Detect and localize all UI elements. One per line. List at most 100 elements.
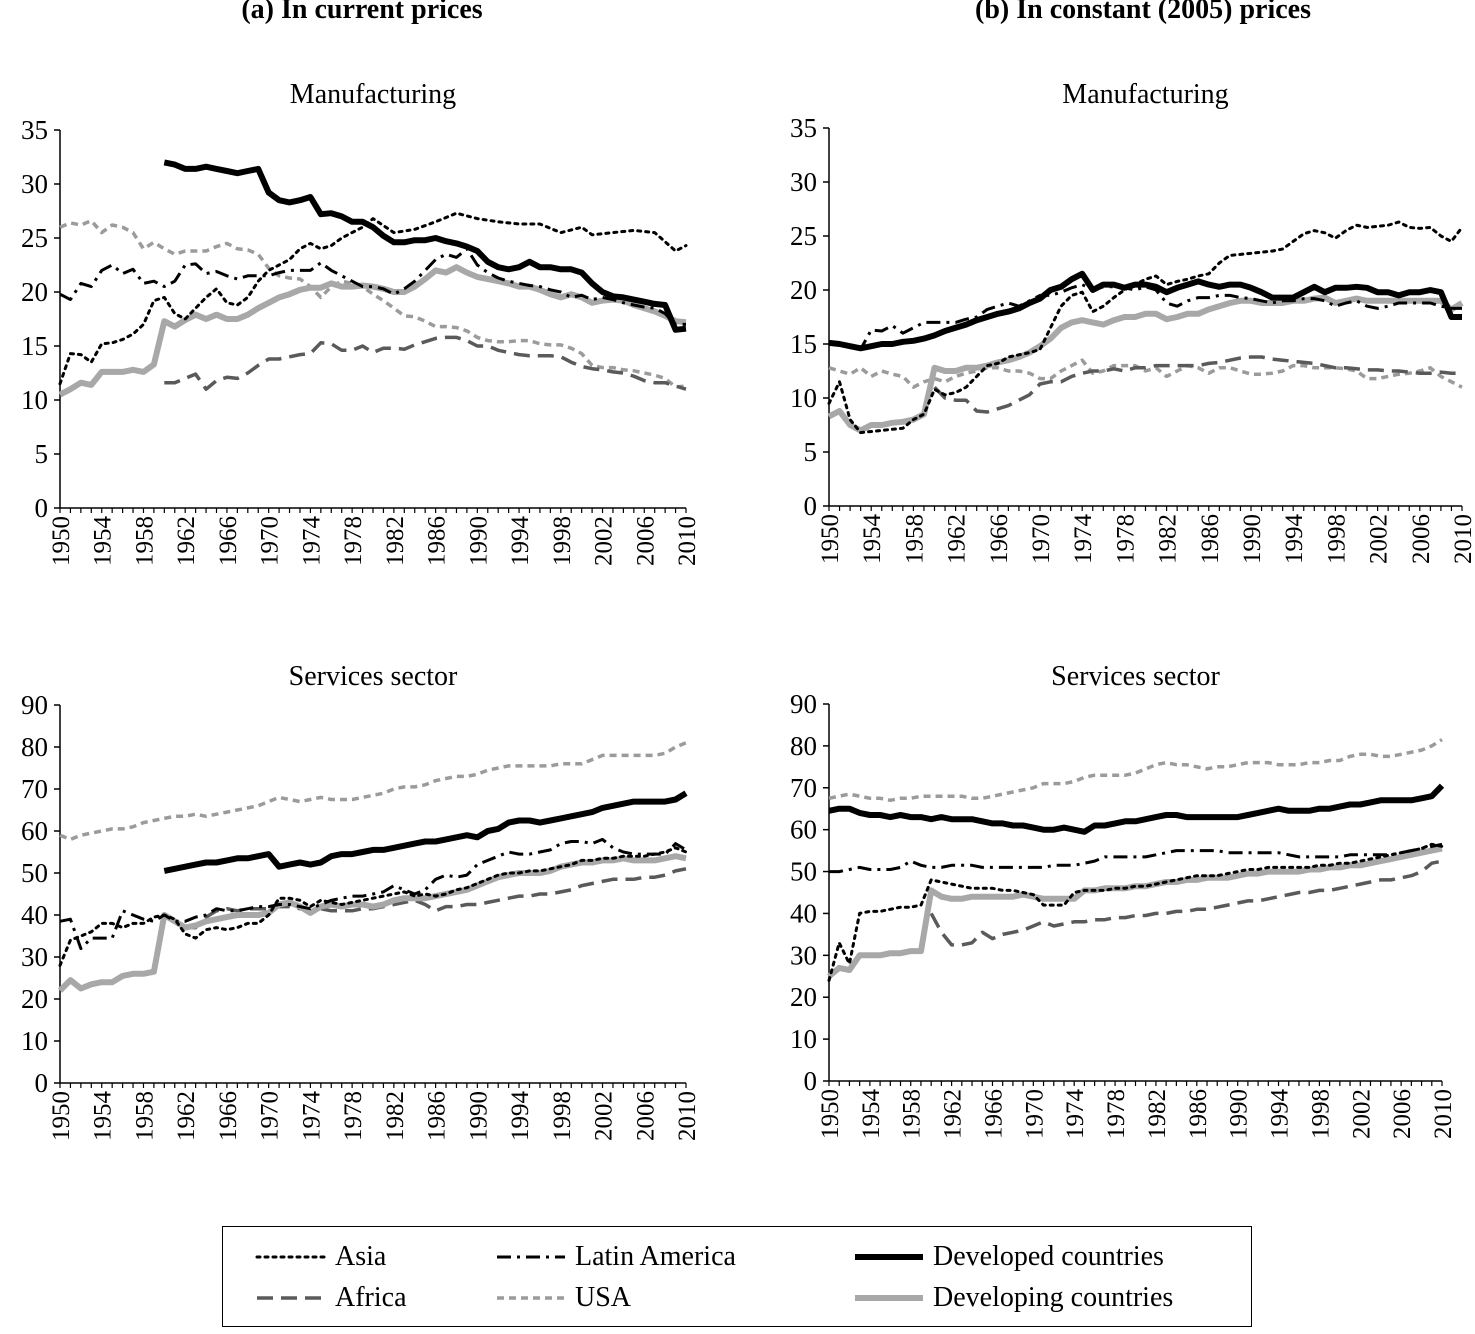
y-tick-label: 20: [790, 275, 817, 305]
x-tick-label: 1994: [507, 1091, 534, 1142]
y-tick-label: 10: [21, 1026, 48, 1056]
x-tick-label: 1962: [944, 514, 971, 564]
y-tick-label: 90: [21, 690, 48, 720]
x-tick-label: 1954: [858, 1089, 885, 1140]
x-tick-label: 1974: [1070, 514, 1097, 565]
y-tick-label: 0: [804, 491, 818, 521]
x-tick-label: 1994: [1281, 514, 1308, 565]
legend-item-asia: Asia: [255, 1237, 386, 1277]
charts-canvas: Manufacturing 0 5 10 15 20 25 30 35 1950 1954 1958 1…: [21, 79, 1475, 1141]
y-tick-label: 80: [21, 732, 48, 762]
x-tick-label: 2006: [1389, 1089, 1416, 1139]
series-line-developed-countries: [828, 270, 1462, 352]
x-tick-label: 2006: [1408, 514, 1435, 564]
x-tick-label: 1962: [173, 516, 200, 566]
x-tick-label: 1954: [90, 1091, 117, 1142]
legend-swatch-usa: [497, 1296, 565, 1300]
y-tick-label: 20: [790, 982, 817, 1012]
x-tick-label: 2002: [591, 1091, 618, 1141]
y-tick-label: 0: [35, 493, 49, 523]
x-tick-label: 2006: [632, 1091, 659, 1141]
x-tick-label: 1954: [90, 516, 117, 567]
legend-swatch-latin-america: [497, 1255, 565, 1259]
x-tick-label: 1970: [1028, 514, 1055, 564]
y-tick-label: 10: [790, 383, 817, 413]
x-tick-label: 1978: [340, 1091, 367, 1141]
series-line-developed-countries: [163, 790, 688, 874]
panel-title: Manufacturing: [1062, 79, 1228, 110]
panel-b-manufacturing: Manufacturing 0 5 10 15 20 25 30 35 1950 1954 1958 1…: [790, 79, 1475, 564]
x-tick-label: 1962: [940, 1089, 967, 1139]
x-tick-label: 1990: [1226, 1089, 1253, 1139]
series-line-africa: [164, 335, 687, 391]
panel-title: Services sector: [1051, 661, 1220, 692]
legend-label-africa: Africa: [335, 1282, 407, 1313]
x-tick-label: 2002: [1348, 1089, 1375, 1139]
y-tick-label: 10: [21, 385, 48, 415]
x-tick-label: 1986: [424, 1091, 451, 1141]
column-title-a: (a) In current prices: [241, 0, 483, 25]
y-tick-label: 50: [790, 857, 817, 887]
series-line-usa: [59, 741, 687, 842]
x-tick-label: 1950: [48, 1091, 75, 1141]
series-line-latin-america: [59, 247, 686, 326]
legend-swatch-asia: [255, 1255, 327, 1259]
x-tick-label: 2006: [632, 516, 659, 566]
y-tick-label: 5: [804, 437, 818, 467]
panel-title: Services sector: [289, 661, 458, 692]
series-line-usa: [59, 218, 687, 389]
x-tick-label: 1958: [901, 514, 928, 564]
x-tick-label: 1974: [298, 1091, 325, 1142]
y-tick-label: 80: [790, 731, 817, 761]
series-line-latin-america: [829, 842, 1443, 874]
series-line-latin-america: [829, 283, 1462, 351]
x-tick-label: 1990: [465, 516, 492, 566]
x-tick-label: 1974: [1062, 1089, 1089, 1140]
series-line-asia: [827, 220, 1464, 435]
legend-label-usa: USA: [575, 1282, 632, 1313]
legend: Asia Latin America Developed countries A…: [222, 1226, 1252, 1327]
x-tick-label: 2002: [591, 516, 618, 566]
x-tick-label: 1974: [298, 516, 325, 567]
x-tick-label: 1954: [859, 514, 886, 565]
legend-swatch-developed-countries: [855, 1254, 923, 1260]
y-tick-label: 40: [790, 898, 817, 928]
series-line-usa: [828, 738, 1443, 803]
series-line-africa: [933, 355, 1462, 414]
series-line-asia: [58, 846, 688, 967]
x-tick-label: 1970: [1021, 1089, 1048, 1139]
legend-item-africa: Africa: [255, 1278, 407, 1318]
x-tick-label: 1958: [131, 1091, 158, 1141]
y-tick-label: 35: [21, 115, 48, 145]
x-tick-label: 1966: [986, 514, 1013, 564]
legend-label-developed-countries: Developed countries: [933, 1241, 1164, 1272]
y-tick-label: 50: [21, 858, 48, 888]
legend-label-latin-america: Latin America: [575, 1241, 736, 1272]
x-tick-label: 1994: [1267, 1089, 1294, 1140]
series-line-developing-countries: [827, 845, 1443, 979]
series-line-usa: [828, 358, 1463, 389]
y-tick-label: 10: [790, 1024, 817, 1054]
panel-title: Manufacturing: [290, 79, 456, 110]
legend-swatch-developing-countries: [855, 1295, 923, 1301]
legend-item-developing-countries: Developing countries: [853, 1278, 1173, 1318]
x-tick-label: 1950: [817, 514, 844, 564]
x-tick-label: 1962: [173, 1091, 200, 1141]
series-line-africa: [929, 859, 1443, 947]
series-line-latin-america: [59, 837, 687, 951]
x-tick-label: 1990: [465, 1091, 492, 1141]
x-tick-label: 1970: [257, 516, 284, 566]
y-tick-label: 30: [790, 940, 817, 970]
panel-a-services: Services sector 0 10 20 30 40 50 60 70 80 90 1950 19…: [21, 661, 701, 1141]
y-tick-label: 25: [21, 223, 48, 253]
x-tick-label: 1986: [1197, 514, 1224, 564]
y-tick-label: 0: [35, 1068, 49, 1098]
y-tick-label: 20: [21, 984, 48, 1014]
x-tick-label: 1998: [549, 1091, 576, 1141]
x-tick-label: 1994: [507, 516, 534, 567]
x-tick-label: 2002: [1366, 514, 1393, 564]
y-tick-label: 40: [21, 900, 48, 930]
y-tick-label: 30: [21, 169, 48, 199]
y-tick-label: 0: [804, 1066, 818, 1096]
